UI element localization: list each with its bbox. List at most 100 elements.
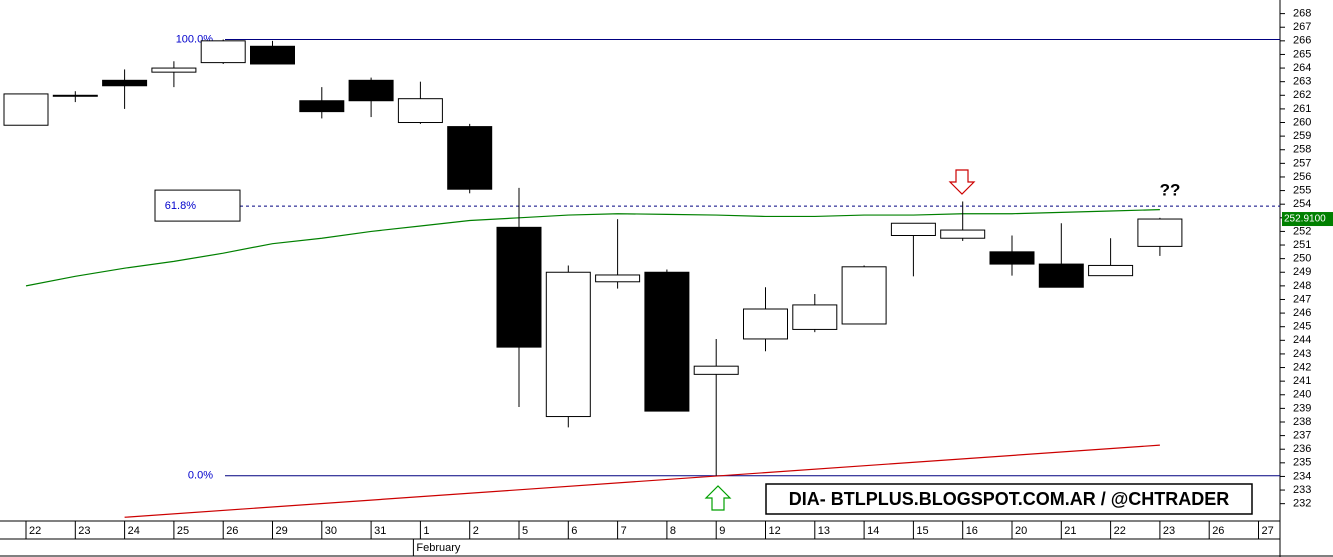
y-tick-label: 256: [1293, 171, 1311, 183]
x-tick-label: 24: [128, 525, 140, 537]
candle-body: [743, 308, 788, 340]
candle-body: [595, 274, 641, 283]
candle-body: [3, 93, 49, 126]
y-tick-label: 251: [1293, 239, 1311, 251]
y-tick-label: 252: [1293, 225, 1311, 237]
x-tick-label: 29: [276, 525, 288, 537]
x-tick-label: 22: [1114, 525, 1126, 537]
x-tick-label: 27: [1262, 525, 1274, 537]
x-tick-label: 1: [423, 525, 429, 537]
candle-body: [102, 79, 148, 87]
watermark-box: [765, 483, 1253, 515]
y-tick-label: 234: [1293, 470, 1311, 482]
x-tick-label: 26: [226, 525, 238, 537]
y-tick-label: 232: [1293, 498, 1311, 510]
x-tick-label: 12: [769, 525, 781, 537]
y-tick-label: 239: [1293, 402, 1311, 414]
y-tick-label: 245: [1293, 321, 1311, 333]
y-tick-label: 267: [1293, 21, 1311, 33]
y-tick-label: 236: [1293, 443, 1311, 455]
x-tick-label: 14: [867, 525, 879, 537]
y-tick-label: 257: [1293, 157, 1311, 169]
last-price-label: 252.9100: [1284, 214, 1326, 225]
candle-body: [545, 271, 591, 418]
candle-body: [1038, 263, 1084, 288]
candle-body: [940, 229, 986, 239]
y-tick-label: 248: [1293, 280, 1311, 292]
y-tick-label: 264: [1293, 62, 1311, 74]
y-tick-label: 240: [1293, 389, 1311, 401]
y-tick-label: 242: [1293, 361, 1311, 373]
line-series: [124, 444, 1160, 518]
x-tick-label: 23: [78, 525, 90, 537]
fib-label: 61.8%: [165, 200, 196, 212]
candle-body: [644, 271, 690, 412]
y-tick-label: 254: [1293, 198, 1311, 210]
line-series: [25, 209, 1160, 287]
y-tick-label: 249: [1293, 266, 1311, 278]
y-tick-label: 246: [1293, 307, 1311, 319]
x-tick-label: 30: [325, 525, 337, 537]
fib-label: 0.0%: [188, 470, 213, 482]
candle-body: [447, 126, 493, 190]
y-tick-label: 260: [1293, 116, 1311, 128]
y-tick-label: 237: [1293, 430, 1311, 442]
x-tick-label: 26: [1212, 525, 1224, 537]
candle-body: [250, 45, 295, 65]
y-tick-label: 238: [1293, 416, 1311, 428]
x-tick-label: 22: [29, 525, 41, 537]
y-tick-label: 265: [1293, 48, 1311, 60]
y-tick-label: 263: [1293, 76, 1311, 88]
candle-body: [841, 266, 887, 325]
y-tick-label: 244: [1293, 334, 1311, 346]
x-tick-label: 9: [719, 525, 725, 537]
y-tick-label: 247: [1293, 293, 1311, 305]
x-tick-label: 5: [522, 525, 528, 537]
y-tick-label: 261: [1293, 103, 1311, 115]
candle-body: [397, 98, 443, 124]
y-tick-label: 250: [1293, 253, 1311, 265]
candle-body: [1088, 264, 1134, 277]
y-tick-label: 235: [1293, 457, 1311, 469]
candle-body: [693, 365, 739, 375]
candle-body: [200, 40, 246, 64]
x-tick-label: 25: [177, 525, 189, 537]
annotation: ??: [1160, 180, 1181, 199]
y-tick-label: 241: [1293, 375, 1311, 387]
x-tick-label: 8: [670, 525, 676, 537]
last-price-tag: [1282, 212, 1333, 227]
x-tick-label: 20: [1015, 525, 1027, 537]
x-tick-label: 6: [571, 525, 577, 537]
x-tick-label: 15: [916, 525, 928, 537]
candle-body: [496, 226, 542, 348]
x-tick-label: 7: [621, 525, 627, 537]
x-tick-label: 2: [473, 525, 479, 537]
x-tick-label: 13: [818, 525, 830, 537]
y-tick-label: 268: [1293, 8, 1311, 20]
candle-body: [890, 222, 936, 236]
y-tick-label: 258: [1293, 144, 1311, 156]
month-label: February: [416, 542, 461, 554]
candle-body: [1137, 218, 1183, 247]
watermark: DIA- BTLPLUS.BLOGSPOT.COM.AR / @CHTRADER: [789, 489, 1230, 509]
fib-label-box: [154, 189, 241, 222]
up-arrow: [704, 485, 732, 511]
candle-body: [989, 251, 1035, 265]
x-tick-label: 31: [374, 525, 386, 537]
down-arrow: [948, 169, 976, 195]
y-tick-label: 262: [1293, 89, 1311, 101]
candle-body: [151, 67, 197, 73]
candle-body: [792, 304, 838, 330]
x-tick-label: 16: [966, 525, 978, 537]
x-tick-label: 23: [1163, 525, 1175, 537]
y-tick-label: 243: [1293, 348, 1311, 360]
y-tick-label: 255: [1293, 184, 1311, 196]
candle-body: [299, 100, 345, 113]
y-tick-label: 259: [1293, 130, 1311, 142]
candle-body: [348, 79, 394, 102]
x-tick-label: 21: [1064, 525, 1076, 537]
y-tick-label: 233: [1293, 484, 1311, 496]
y-tick-label: 266: [1293, 35, 1311, 47]
candle-body: [52, 94, 98, 97]
